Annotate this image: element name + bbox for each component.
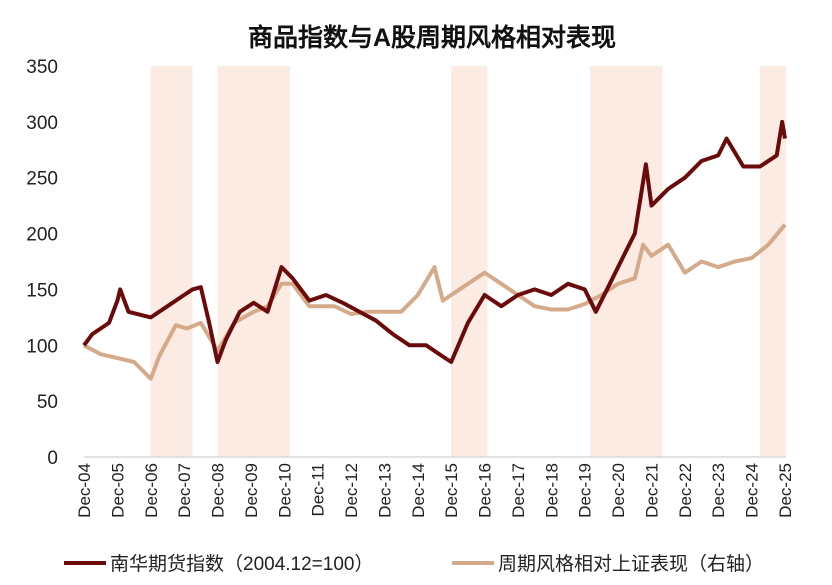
x-tick-label: Dec-12: [342, 463, 361, 518]
x-tick-label: Dec-11: [309, 463, 328, 517]
y-tick-label: 350: [26, 57, 58, 78]
y-tick-label: 250: [26, 169, 58, 190]
y-tick-label: 150: [26, 280, 58, 301]
legend-label-nanhua: 南华期货指数（2004.12=100）: [110, 553, 373, 575]
x-tick-label: Dec-17: [509, 463, 528, 518]
x-tick-label: Dec-07: [175, 463, 194, 518]
y-tick-label: 0: [47, 448, 58, 469]
series-line-0: [82, 119, 787, 364]
x-tick-label: Dec-23: [709, 463, 728, 518]
y-tick-label: 300: [26, 113, 58, 134]
legend-label-cyclical: 周期风格相对上证表现（右轴）: [498, 553, 764, 575]
x-tick-label: Dec-15: [442, 463, 461, 518]
x-tick-label: Dec-05: [108, 463, 127, 518]
shaded-period-0: [150, 66, 193, 457]
x-tick-label: Dec-24: [743, 463, 762, 518]
series-line-1: [83, 223, 787, 381]
x-tick-label: Dec-14: [409, 463, 428, 518]
y-tick-label: 200: [26, 225, 58, 246]
x-tick-label: Dec-19: [576, 463, 595, 518]
x-tick-label: Dec-06: [142, 463, 161, 518]
legend: 南华期货指数（2004.12=100） 周期风格相对上证表现（右轴）: [64, 553, 764, 575]
x-tick-label: Dec-22: [676, 463, 695, 518]
x-tick-label: Dec-21: [642, 463, 661, 518]
chart-title: 商品指数与A股周期风格相对表现: [248, 23, 616, 52]
x-tick-label: Dec-18: [542, 463, 561, 518]
x-tick-label: Dec-16: [476, 463, 495, 518]
shaded-period-1: [217, 66, 290, 457]
x-tick-label: Dec-10: [275, 463, 294, 518]
x-tick-label: Dec-25: [776, 463, 795, 518]
shaded-period-2: [451, 66, 488, 457]
x-tick-label: Dec-20: [609, 463, 628, 518]
y-tick-label: 100: [26, 336, 58, 357]
x-tick-label: Dec-04: [75, 463, 94, 518]
x-tick-label: Dec-08: [209, 463, 228, 518]
y-tick-label: 50: [37, 392, 58, 413]
x-tick-label: Dec-13: [375, 463, 394, 518]
shaded-period-3: [590, 66, 663, 457]
x-tick-label: Dec-09: [242, 463, 261, 518]
